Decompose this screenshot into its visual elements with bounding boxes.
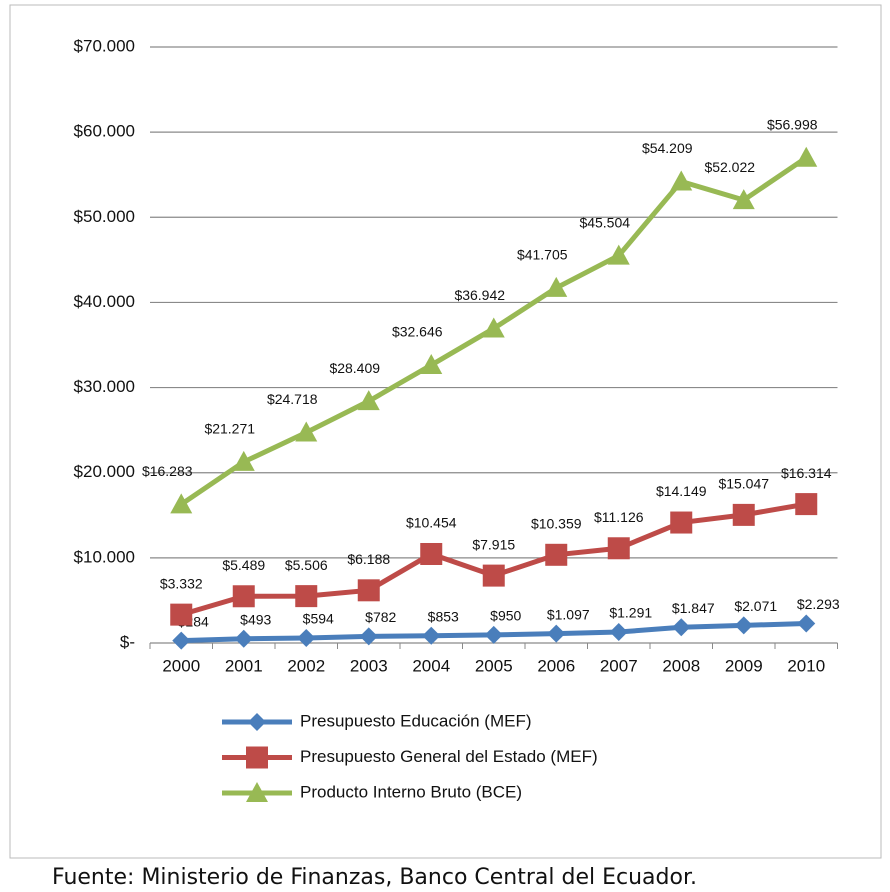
x-tick-label: 2007 [600,656,638,675]
value-label: $52.022 [704,159,755,175]
value-label: $28.409 [329,360,380,376]
marker [170,493,193,514]
value-label: $11.126 [594,509,644,525]
value-label: $24.718 [267,391,318,407]
value-label: $15.047 [718,476,769,492]
marker [797,614,816,633]
value-label: $950 [490,608,521,624]
marker [732,503,755,526]
value-label: $2.071 [734,598,777,614]
value-label: $36.942 [454,287,505,303]
marker [607,537,630,560]
marker [295,421,318,442]
value-label: $45.504 [579,214,630,230]
value-label: $853 [428,608,459,624]
marker [670,511,693,534]
value-label: $1.847 [672,600,715,616]
marker [357,579,380,602]
marker [246,782,268,802]
value-label: $5.489 [222,557,265,573]
y-tick-label: $60.000 [74,122,135,141]
series-line [180,501,807,618]
marker [670,170,693,191]
marker [170,603,193,626]
x-tick-label: 2000 [162,656,200,675]
value-label: $2.293 [797,596,840,612]
x-tick-label: 2004 [412,656,450,675]
y-tick-label: $- [120,632,135,651]
marker [357,390,380,411]
marker [545,543,568,566]
value-label: $16.283 [142,463,193,479]
marker [420,542,443,565]
marker [420,354,443,375]
marker [232,450,255,471]
frame [9,4,882,859]
marker [482,564,505,587]
value-label: $10.359 [531,516,582,532]
y-tick-label: $20.000 [74,462,135,481]
marker [672,618,691,637]
x-tick-label: 2002 [287,656,325,675]
source-note: Fuente: Ministerio de Finanzas, Banco Ce… [52,865,697,890]
marker [482,317,505,338]
x-tick-label: 2006 [537,656,575,675]
marker [607,244,630,265]
y-tick-label: $40.000 [74,292,135,311]
marker [359,627,378,646]
value-label: $594 [303,611,334,627]
x-tick-label: 2001 [225,656,263,675]
value-label: $3.332 [160,575,203,591]
marker [234,629,253,648]
y-tick-label: $30.000 [74,377,135,396]
value-label: $6.188 [347,551,390,567]
marker [297,628,316,647]
value-label: $56.998 [767,116,818,132]
marker [246,746,268,769]
x-tick-label: 2005 [475,656,513,675]
marker [232,585,255,608]
value-label: $10.454 [406,515,457,531]
x-tick-label: 2010 [787,656,825,675]
marker [422,626,441,645]
legend-label: Producto Interno Bruto (BCE) [300,782,522,801]
value-label: $54.209 [642,140,693,156]
value-label: $14.149 [656,483,707,499]
y-tick-label: $10.000 [74,547,135,566]
marker [547,624,566,643]
value-label: $782 [365,609,396,625]
value-label: $32.646 [392,324,443,340]
marker [609,623,628,642]
legend-label: Presupuesto Educación (MEF) [300,711,532,730]
marker [795,493,818,516]
marker [545,276,568,297]
value-label: $5.506 [285,557,328,573]
marker [732,189,755,210]
legend-label: Presupuesto General del Estado (MEF) [300,747,598,766]
x-tick-label: 2003 [350,656,388,675]
x-tick-label: 2009 [725,656,763,675]
marker [248,713,266,731]
marker [295,585,318,608]
value-label: $493 [240,612,271,628]
value-label: $21.271 [204,421,255,437]
marker [795,146,818,167]
value-label: $7.915 [472,536,515,552]
value-label: $1.097 [547,606,590,622]
x-tick-label: 2008 [662,656,700,675]
y-tick-label: $50.000 [74,207,135,226]
y-tick-label: $70.000 [74,36,135,55]
value-label: $1.291 [609,605,652,621]
marker [734,616,753,635]
value-label: $41.705 [517,247,568,263]
value-label: $16.314 [781,465,832,481]
marker [484,625,503,644]
marker [172,631,191,650]
